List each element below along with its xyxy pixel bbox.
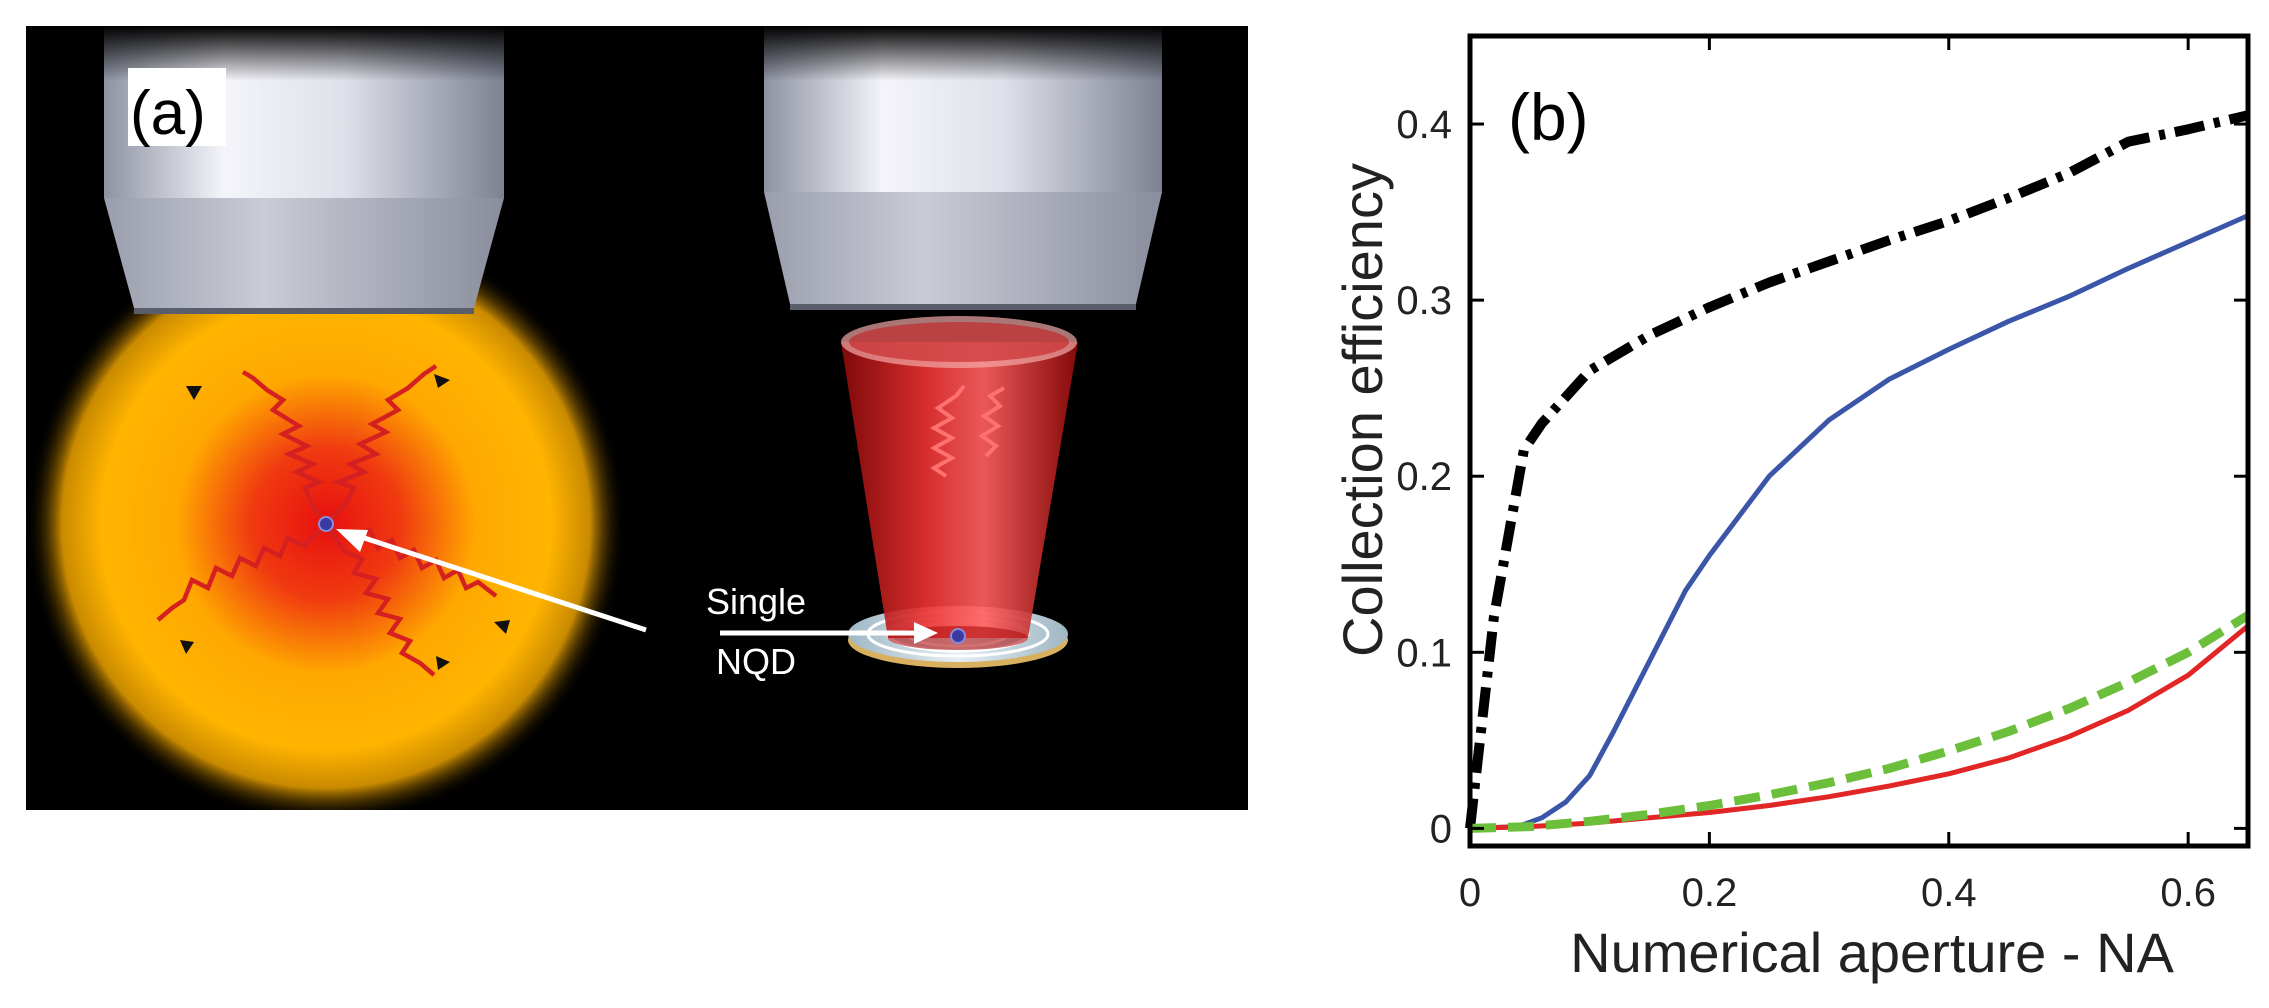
y-tick-label: 0 xyxy=(1430,807,1452,851)
series-green-dashed xyxy=(1469,611,2251,833)
panel-b-label: (b) xyxy=(1508,80,1589,154)
right-objective-lens xyxy=(764,26,1162,310)
x-tick-label: 0.6 xyxy=(2160,871,2216,915)
panel-a-label: (a) xyxy=(130,79,206,148)
annotation-single: Single xyxy=(706,581,806,622)
x-tick-label: 0 xyxy=(1459,871,1481,915)
panel-a-illustration: (a) Single NQD xyxy=(26,26,1248,810)
y-tick-label: 0.4 xyxy=(1396,103,1452,147)
series-blue-solid xyxy=(1469,213,2250,831)
nqd-dot-right xyxy=(950,628,966,644)
panel-b-chart: 0 0.2 0.4 0.6 0 0.1 0.2 0.3 0.4 (b) Numerical ap… xyxy=(1270,0,2269,1008)
annotation-nqd: NQD xyxy=(716,641,796,682)
y-tick-label: 0.1 xyxy=(1396,631,1452,675)
y-tick-label: 0.2 xyxy=(1396,455,1452,499)
y-axis-label: Collection efficiency xyxy=(1331,163,1394,657)
nqd-dot-left xyxy=(318,516,334,532)
x-axis-label: Numerical aperture - NA xyxy=(1570,921,2174,984)
annotation-arrows xyxy=(336,529,938,644)
x-tick-label: 0.4 xyxy=(1921,871,1977,915)
y-tick-label: 0.3 xyxy=(1396,279,1452,323)
x-tick-label: 0.2 xyxy=(1682,871,1738,915)
left-emission-waves xyxy=(156,364,498,677)
series-black-dashdot xyxy=(1465,110,2250,829)
chart-background xyxy=(1270,0,2269,1008)
plot-frame xyxy=(1467,33,2251,849)
panel-a-label-box xyxy=(128,68,226,146)
wave-arrowheads xyxy=(180,374,510,670)
